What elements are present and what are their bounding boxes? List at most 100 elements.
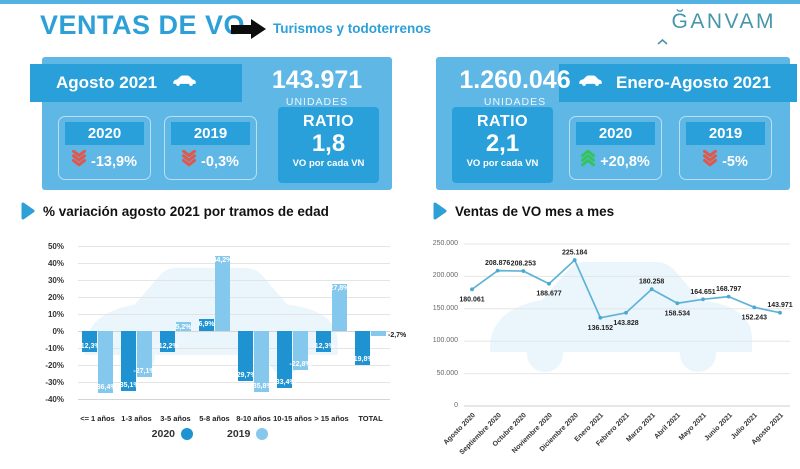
yoy-year-label: 2019 (171, 122, 250, 145)
data-point-label: 164.651 (690, 289, 715, 296)
data-point (701, 297, 705, 302)
y-tick-label: 50.000 (436, 369, 458, 377)
bar-value-label: -36,4% (94, 383, 117, 391)
legend-item-2020: 2020 (152, 428, 193, 440)
trend-icon (182, 149, 197, 173)
y-tick-label: 50% (47, 241, 64, 251)
data-point (675, 301, 680, 306)
y-tick-label: -10% (45, 343, 64, 353)
bar-2019 (371, 331, 386, 336)
trend-icon (581, 149, 596, 173)
bar-value-label: -27,1% (133, 368, 156, 376)
yoy-year-label: 2020 (65, 122, 144, 145)
car-watermark (470, 244, 770, 399)
line-chart-plot: 180.061 208.876 208.253 188.677 225.184 136.1… (459, 243, 793, 407)
gridline (78, 280, 390, 281)
yoy-box-2019: 2019 -0,3% (164, 116, 257, 180)
bar-value-label: -2,7% (388, 332, 407, 339)
bar-value-label: 27,8% (329, 285, 350, 293)
ratio-caption: VO por cada VN (466, 158, 539, 169)
line-chart: 180.061 208.876 208.253 188.677 225.184 136.1… (428, 236, 800, 456)
bar-value-label: -35,1% (117, 381, 140, 389)
data-point (521, 269, 526, 273)
y-tick-label: 30% (47, 275, 64, 285)
legend-dot-2019 (256, 428, 269, 440)
ratio-caption: VO por cada VN (292, 158, 365, 169)
yoy-year-label: 2019 (686, 122, 765, 145)
chevrons-down-icon (72, 149, 87, 167)
yoy-value: -0,3% (201, 153, 239, 170)
line-chart-title: Ventas de VO mes a mes (432, 202, 614, 220)
bar-value-label: 44,2% (212, 257, 233, 265)
ganvam-logo: ĞANVAM (671, 10, 776, 33)
summary-panel-ytd: Enero-Agosto 2021 1.260.046 UNIDADES RAT… (436, 57, 797, 190)
y-tick-label: 250.000 (432, 240, 458, 247)
line-chart-title-text: Ventas de VO mes a mes (455, 203, 615, 219)
y-tick-label: 20% (47, 292, 64, 302)
y-tick-label: 150.000 (432, 304, 458, 312)
car-icon (171, 73, 198, 93)
period-bar-ytd: Enero-Agosto 2021 (559, 64, 797, 102)
gridline (78, 399, 390, 400)
y-tick-label: -20% (45, 360, 64, 370)
data-point-label: 180.061 (459, 296, 484, 303)
y-tick-label: 0% (52, 326, 64, 336)
bar-value-label: -33,4% (273, 378, 296, 386)
gridline (78, 263, 390, 264)
gridline (78, 382, 390, 383)
x-category-label: TOTAL (358, 414, 383, 423)
bar-2019 (254, 331, 269, 392)
yoy-box-2020: 2020 -13,9% (58, 116, 151, 180)
chevrons-down-icon (703, 149, 718, 167)
play-icon (21, 202, 35, 220)
page-title: VENTAS DE VO (40, 10, 246, 40)
ganvam-logo-caret-icon (657, 32, 668, 50)
x-category-label: > 15 años (314, 414, 349, 423)
legend-label: 2020 (151, 428, 175, 440)
line-chart-svg: 180.061 208.876 208.253 188.677 225.184 136.1… (459, 243, 793, 407)
bar-2019 (215, 255, 230, 331)
gridline (78, 365, 390, 366)
data-point (598, 315, 603, 320)
yoy-value: +20,8% (600, 153, 650, 170)
yoy-year-label: 2020 (576, 122, 655, 145)
data-point-label: 208.876 (485, 260, 510, 267)
bar-value-label: -22,8% (289, 360, 312, 368)
bar-2020 (82, 331, 97, 352)
y-tick-label: 10% (47, 309, 64, 319)
data-point (572, 258, 577, 262)
data-point (752, 305, 757, 310)
legend-label: 2019 (227, 428, 251, 440)
bar-2019 (176, 322, 191, 331)
bar-2020 (355, 331, 370, 365)
bar-value-label: -35,8% (250, 382, 273, 390)
trend-icon (703, 149, 718, 173)
data-point-label: 168.797 (716, 286, 741, 293)
data-point-label: 152.243 (742, 314, 767, 321)
bar-value-label: 5,2% (175, 323, 192, 331)
ratio-value: 1,8 (311, 130, 346, 157)
period-label: Agosto 2021 (56, 73, 158, 92)
bar-value-label: -19,8% (351, 355, 374, 363)
data-point (547, 281, 551, 286)
data-point (649, 287, 654, 292)
bar-chart-plot: 50% 40% 30% 20% 10% 0% -10% -20% -30% -40% -12,3% -… (45, 242, 406, 424)
bar-2020 (277, 331, 292, 388)
summary-panel-august: Agosto 2021 143.971 UNIDADES 2020 -13,9%… (30, 57, 392, 190)
ratio-box-august: RATIO 1,8 VO por cada VN (278, 107, 379, 183)
period-bar-august: Agosto 2021 (30, 64, 242, 102)
bar-2019 (293, 331, 308, 370)
gridline (78, 314, 390, 315)
bar-chart-title: % variación agosto 2021 por tramos de ed… (20, 202, 329, 220)
bar-value-label: -12,2% (156, 342, 179, 350)
units-value: 1.260.046 (459, 66, 571, 94)
ratio-label: RATIO (476, 113, 529, 130)
trend-icon (72, 149, 87, 173)
right-arrow-icon (231, 25, 252, 34)
x-tick-label: Agosto 2021 (750, 412, 785, 447)
data-point-label: 143.828 (613, 320, 638, 327)
bar-2020 (160, 331, 175, 352)
y-tick-label: -40% (45, 394, 64, 404)
bar-2020 (238, 331, 253, 382)
legend-item-2019: 2019 (227, 428, 269, 440)
